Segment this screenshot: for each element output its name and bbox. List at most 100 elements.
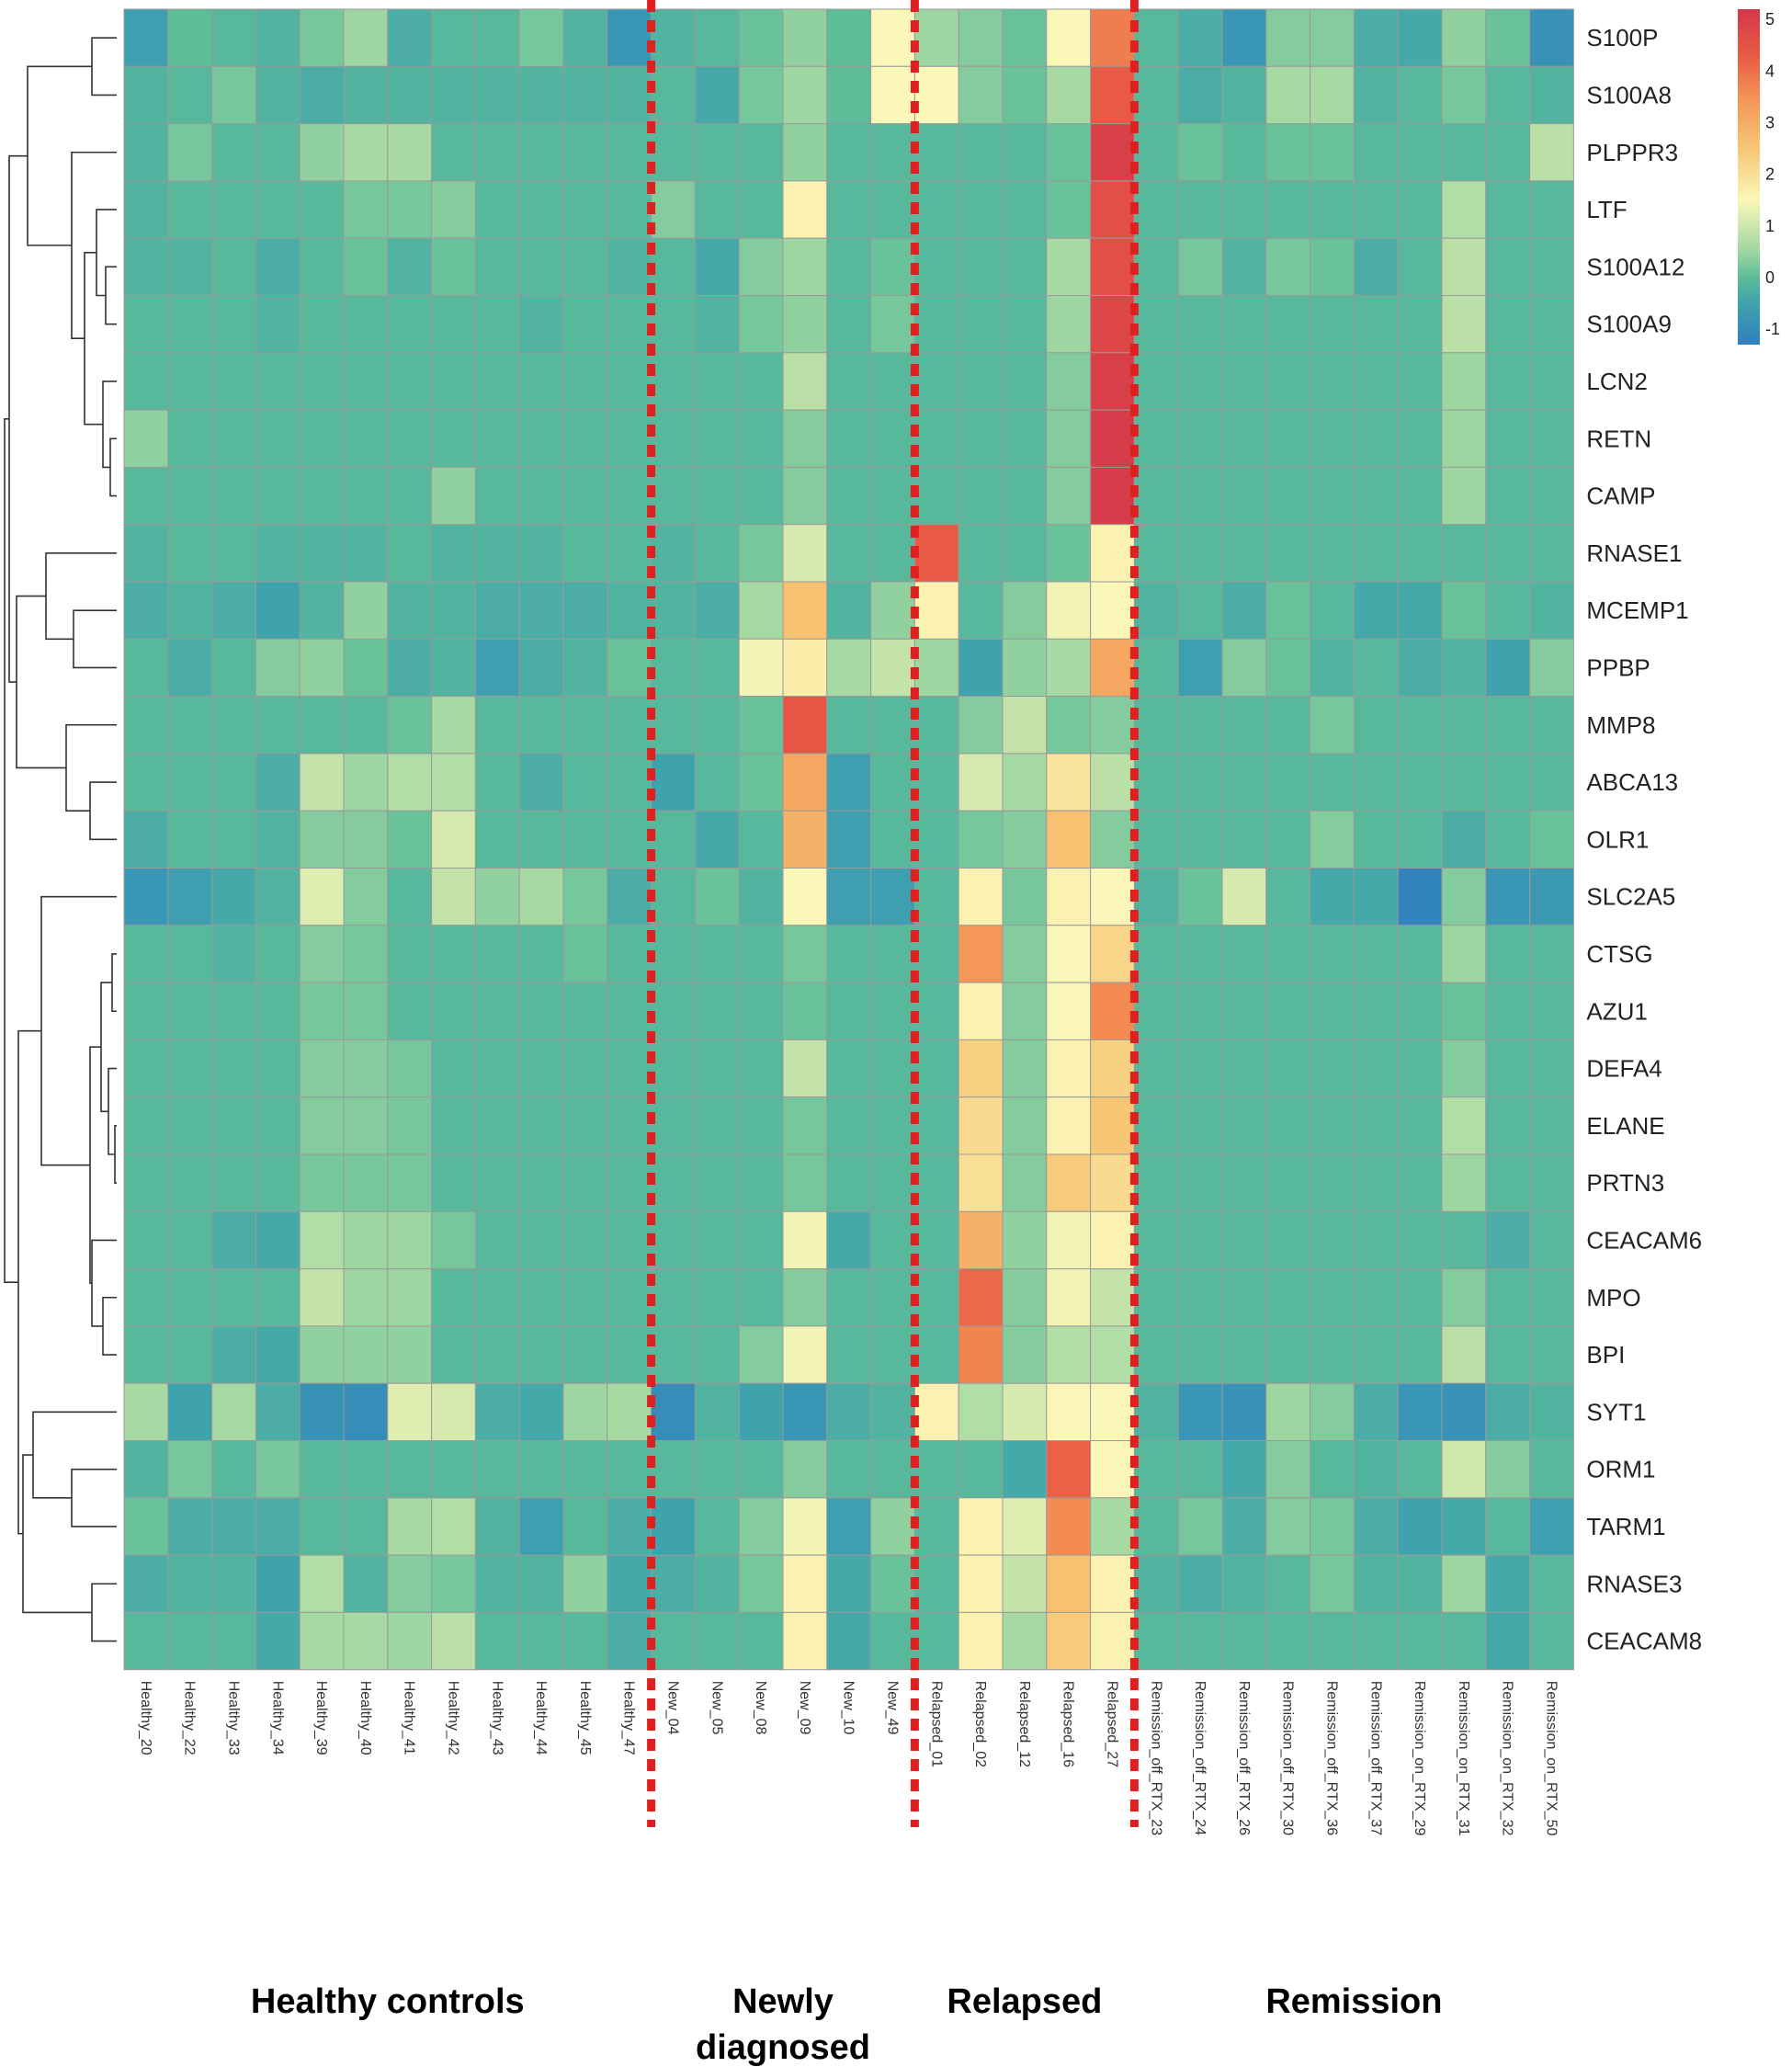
heatmap-cell [1310,638,1355,698]
heatmap-cell [167,409,213,468]
heatmap-cell [1177,982,1223,1040]
heatmap-cell [387,1382,433,1441]
heatmap-cell [1265,581,1311,640]
heatmap-cell [913,295,959,354]
gene-label: DEFA4 [1586,1055,1662,1083]
heatmap-cell [1441,925,1487,983]
heatmap-cell [694,352,740,411]
heatmap-cell [1353,1039,1399,1098]
heatmap-cell [1397,753,1443,812]
heatmap-cell [1090,123,1135,182]
dendrogram-branch [27,65,92,246]
gene-label: LTF [1586,196,1627,223]
heatmap-cell [255,868,301,926]
heatmap-cell [431,581,476,640]
heatmap-cell [1441,982,1487,1040]
heatmap-cell [255,638,301,698]
heatmap-cell [518,1039,564,1098]
heatmap-cell [255,696,301,755]
heatmap-cell [1265,925,1311,983]
gene-label: MMP8 [1586,711,1655,739]
heatmap-cell [782,1153,828,1212]
heatmap-cell [958,1039,1004,1098]
heatmap-cells [123,8,1574,1671]
heatmap-cell [826,868,872,926]
heatmap-cell [1310,1382,1355,1441]
heatmap-cell [870,409,915,468]
heatmap-cell [1046,409,1092,468]
heatmap-cell [1353,1325,1399,1384]
heatmap-cell [1397,1611,1443,1671]
heatmap-cell [1090,581,1135,640]
heatmap-cell [826,524,872,583]
heatmap-cell [474,696,520,755]
sample-label: Remission_off_RTX_26 [1236,1681,1252,1835]
heatmap-cell [255,65,301,125]
heatmap-cell [826,696,872,755]
heatmap-cell [1002,810,1048,869]
heatmap-cell [1090,1210,1135,1270]
heatmap-cell [1353,65,1399,125]
heatmap-cell [211,696,256,755]
heatmap-cell [694,1325,740,1384]
heatmap-cell [431,810,476,869]
heatmap-cell [958,925,1004,983]
heatmap-cell [1221,65,1267,125]
heatmap-cell [518,581,564,640]
heatmap-cell [1310,180,1355,239]
heatmap-cell [518,65,564,125]
heatmap-cell [1221,1497,1267,1556]
heatmap-cell [518,1554,564,1613]
heatmap-cell [738,868,784,926]
heatmap-cell [1485,982,1531,1040]
heatmap-cell [1353,123,1399,182]
heatmap-cell [299,180,345,239]
heatmap-cell [1221,581,1267,640]
heatmap-cell [1090,466,1135,526]
heatmap-cell [474,8,520,67]
heatmap-cell [431,352,476,411]
heatmap-cell [1310,65,1355,125]
heatmap-cell [474,1554,520,1613]
heatmap-cell [1221,1382,1267,1441]
heatmap-cell [1441,524,1487,583]
heatmap-cell [255,524,301,583]
heatmap-cell [1485,638,1531,698]
heatmap-cell [1265,466,1311,526]
heatmap-cell [607,581,652,640]
heatmap-cell [1310,868,1355,926]
heatmap-cell [1529,1039,1574,1098]
heatmap-cell [1002,638,1048,698]
heatmap-cell [562,8,608,67]
heatmap-cell [211,352,256,411]
heatmap-cell [694,295,740,354]
heatmap-cell [738,123,784,182]
heatmap-cell [651,925,696,983]
heatmap-cell [299,1210,345,1270]
heatmap-cell [651,180,696,239]
heatmap-cell [958,352,1004,411]
group-label: Newly diagnosed [696,1982,870,2067]
heatmap-cell [1353,466,1399,526]
heatmap-cell [343,466,389,526]
heatmap-cell [913,868,959,926]
heatmap-cell [255,352,301,411]
heatmap-cell [1221,868,1267,926]
heatmap-cell [211,925,256,983]
heatmap-cell [1310,810,1355,869]
heatmap-cell [255,8,301,67]
heatmap-cell [562,1497,608,1556]
heatmap-cell [738,1153,784,1212]
heatmap-cell [123,409,169,468]
heatmap-cell [255,925,301,983]
heatmap-cell [782,466,828,526]
heatmap-cell [474,868,520,926]
sample-label: Healthy_33 [226,1681,242,1755]
heatmap-cell [958,1153,1004,1212]
heatmap-cell [1265,1096,1311,1155]
heatmap-cell [387,123,433,182]
heatmap-cell [1397,295,1443,354]
heatmap-cell [1090,982,1135,1040]
heatmap-cell [913,753,959,812]
heatmap-cell [474,1153,520,1212]
